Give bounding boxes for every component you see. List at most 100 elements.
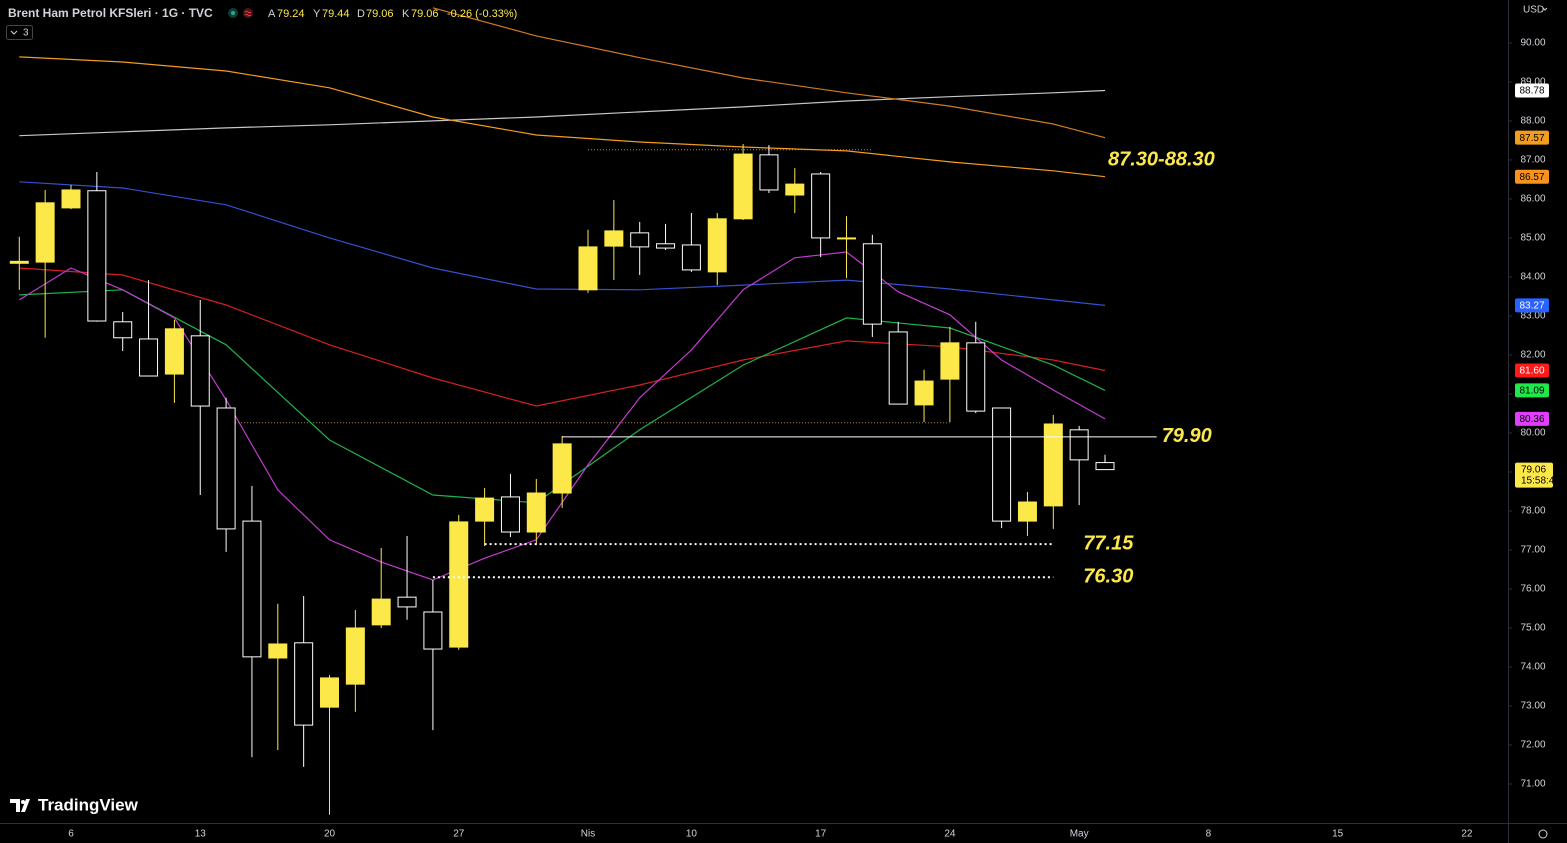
candle-body [268, 643, 288, 659]
ma-line [432, 7, 1106, 139]
candle-body [914, 380, 934, 406]
y-tick-label: 87.00 [1520, 155, 1545, 166]
candle-body [656, 243, 676, 249]
candle-body [113, 321, 133, 339]
candle-body [500, 496, 520, 533]
x-tick-label: 10 [686, 829, 698, 840]
logo-mark [10, 799, 30, 812]
settings-icon[interactable] [1538, 829, 1548, 839]
candle-body [242, 520, 262, 658]
currency-chevron [1542, 7, 1548, 11]
candle-body [35, 202, 55, 263]
candle-body [164, 328, 184, 375]
alert-icon[interactable] [243, 8, 253, 18]
candle-body [61, 189, 81, 209]
price-badge [1515, 83, 1549, 98]
chevron [10, 30, 18, 35]
x-tick-label: 27 [453, 829, 465, 840]
price-badge-label: 87.57 [1519, 133, 1544, 144]
price-badge-label: 88.78 [1519, 86, 1544, 97]
x-tick-label: 6 [68, 829, 74, 840]
price-badge-label: 81.09 [1519, 386, 1544, 397]
change-text: -0.26 (-0.33%) [447, 8, 517, 20]
y-tick-label: 74.00 [1520, 662, 1545, 673]
logo-dot [21, 800, 25, 804]
y-tick-label: 73.00 [1520, 701, 1545, 712]
candle-body [578, 246, 598, 291]
candle-body [862, 243, 882, 325]
brand-logo [10, 799, 30, 812]
candle-body [345, 627, 365, 685]
candle-body [888, 331, 908, 405]
y-tick-label: 80.00 [1520, 428, 1545, 439]
y-tick-label: 89.00 [1520, 77, 1545, 88]
price-badge-label: 86.57 [1519, 172, 1544, 183]
last-price-badge [1515, 462, 1553, 488]
price-badge [1515, 298, 1549, 313]
x-tick-label: 20 [324, 829, 336, 840]
y-tick-label: 75.00 [1520, 623, 1545, 634]
price-badge-label: 81.60 [1519, 366, 1544, 377]
y-tick-label: 77.00 [1520, 545, 1545, 556]
candle-body [785, 183, 805, 196]
candle-body [190, 335, 210, 407]
price-badge [1515, 383, 1549, 398]
candle-body [320, 677, 339, 708]
annotation-label: 76.30 [1083, 566, 1133, 588]
ohlc-value: 79.24 [277, 8, 305, 20]
candle-body [604, 230, 624, 247]
ohlc-value: 79.06 [411, 8, 439, 20]
plot-area [9, 7, 1157, 815]
y-tick-label: 90.00 [1520, 38, 1545, 49]
candle-body [475, 497, 495, 522]
y-tick-label: 84.00 [1520, 272, 1545, 283]
candle-body [216, 407, 236, 530]
x-tick-label: Nis [581, 829, 595, 840]
x-tick-label: 17 [815, 829, 827, 840]
ohlc-key: D [357, 8, 365, 20]
ohlc-value: 79.44 [322, 8, 350, 20]
y-tick-label: 82.00 [1520, 350, 1545, 361]
annotation-label: 77.15 [1083, 532, 1134, 554]
ohlc-key: A [268, 8, 276, 20]
price-badge-label: 80.36 [1519, 414, 1544, 425]
ohlc-key: Y [313, 8, 321, 20]
ohlc-value: 79.06 [366, 8, 394, 20]
candle-body [449, 521, 469, 648]
status-dot [231, 11, 235, 15]
candle-body [1069, 429, 1089, 461]
candle-body [759, 154, 779, 191]
symbol-title[interactable]: Brent Ham Petrol KFSleri · 1G · TVC [8, 6, 213, 20]
annotation-label: 79.90 [1162, 425, 1212, 447]
candle-body [811, 173, 831, 239]
brand-text: TradingView [38, 795, 139, 814]
candle-body [630, 232, 650, 248]
indicator-count: 3 [23, 28, 29, 39]
y-tick-label: 85.00 [1520, 233, 1545, 244]
currency[interactable]: USD [1523, 5, 1544, 16]
last-price-label: 79.06 [1521, 464, 1546, 475]
x-tick-label: 8 [1206, 829, 1212, 840]
candle-body [87, 190, 107, 322]
candle-body [397, 596, 417, 608]
candle-body [940, 342, 960, 380]
candle-body [9, 260, 29, 264]
candle-body [423, 611, 443, 650]
alert-glyph [244, 10, 252, 17]
y-tick-label: 83.00 [1520, 311, 1545, 322]
candle-body [681, 244, 701, 271]
x-tick-label: May [1070, 829, 1089, 840]
candle-body [371, 598, 391, 626]
indicators-toggle[interactable] [6, 25, 33, 40]
ohlc-legend: A 79.24 Y 79.44 D 79.06 K 79.06 [268, 8, 439, 20]
candle-body [552, 443, 572, 494]
y-tick-label: 88.00 [1520, 116, 1545, 127]
candle-body [526, 492, 546, 533]
candle-body [1095, 462, 1115, 471]
price-badge [1515, 411, 1549, 426]
y-tick-label: 86.00 [1520, 194, 1545, 205]
price-badge [1515, 169, 1549, 184]
candle-body [707, 218, 727, 273]
